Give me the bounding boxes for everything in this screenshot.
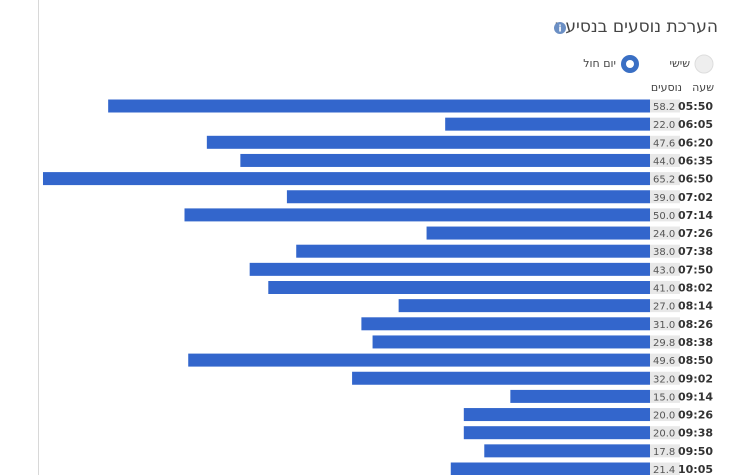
bar <box>286 190 650 204</box>
value-label-bg <box>650 226 680 240</box>
value-label-bg <box>650 208 680 222</box>
value-label: 43.0 <box>653 265 675 276</box>
value-label: 27.0 <box>653 302 675 313</box>
value-label-bg <box>650 335 680 349</box>
value-label-bg <box>650 371 680 385</box>
time-label: 05:50 <box>678 100 713 113</box>
info-icon-glyph: i <box>558 25 561 35</box>
value-label-bg <box>650 317 680 331</box>
value-label: 22.0 <box>653 120 675 131</box>
bar <box>188 353 650 367</box>
column-header: נוסעים <box>651 81 682 94</box>
value-label: 39.0 <box>653 193 675 204</box>
value-label-bg <box>650 462 680 475</box>
bar <box>463 408 650 422</box>
value-label-bg <box>650 99 680 113</box>
bar <box>426 226 650 240</box>
bar <box>240 153 651 167</box>
bar <box>296 244 650 258</box>
value-label: 31.0 <box>653 320 675 331</box>
value-label-bg <box>650 281 680 294</box>
title: הערכת נוסעים בנסיעה <box>554 17 718 37</box>
value-label-bg <box>650 262 680 276</box>
time-label: 06:35 <box>678 154 713 167</box>
radio-label[interactable]: שישי <box>669 57 690 70</box>
radio-label[interactable]: יום חול <box>583 57 616 70</box>
value-label-bg <box>650 153 680 167</box>
time-label: 07:38 <box>678 245 713 258</box>
time-label: 06:05 <box>678 118 713 131</box>
value-label: 41.0 <box>653 284 675 295</box>
bar <box>445 117 650 131</box>
value-label-bg <box>650 408 680 422</box>
time-label: 07:26 <box>678 227 713 240</box>
radio-dot <box>626 60 634 68</box>
value-label-bg <box>650 244 680 258</box>
radio[interactable] <box>694 54 714 74</box>
bar <box>108 99 650 113</box>
time-label: 09:26 <box>678 409 713 422</box>
value-label-bg <box>650 117 680 131</box>
bar <box>484 444 650 458</box>
time-label: 09:50 <box>678 445 713 458</box>
value-label: 38.0 <box>653 247 675 258</box>
time-label: 09:38 <box>678 427 713 440</box>
value-label: 32.0 <box>653 374 675 385</box>
time-label: 09:14 <box>678 390 713 403</box>
value-label-bg <box>650 190 680 204</box>
value-label-bg <box>650 426 680 440</box>
time-label: 08:50 <box>678 354 713 367</box>
value-label: 49.6 <box>653 356 675 367</box>
value-label: 44.0 <box>653 156 675 167</box>
time-label: 08:02 <box>678 282 713 295</box>
time-label: 08:38 <box>678 336 713 349</box>
value-label: 58.2 <box>653 102 675 113</box>
value-label-bg <box>650 299 680 313</box>
time-label: 08:26 <box>678 318 713 331</box>
bar <box>372 335 650 349</box>
value-label: 65.2 <box>653 175 675 186</box>
value-label: 20.0 <box>653 429 675 440</box>
bar <box>249 262 651 276</box>
bar <box>206 135 650 149</box>
value-label: 17.8 <box>653 447 675 458</box>
time-label: 06:50 <box>678 173 713 186</box>
time-label: 07:50 <box>678 263 713 276</box>
bar <box>352 371 650 385</box>
time-label: 07:02 <box>678 191 713 204</box>
value-label: 50.0 <box>653 211 675 222</box>
value-label-bg <box>650 353 680 367</box>
bar <box>361 317 650 331</box>
value-label: 47.6 <box>653 138 675 149</box>
info-icon[interactable] <box>554 22 566 34</box>
column-header: שעה <box>692 81 714 94</box>
time-label: 10:05 <box>678 463 713 475</box>
bar <box>450 462 650 475</box>
value-label-bg <box>650 444 680 458</box>
time-label: 07:14 <box>678 209 713 222</box>
value-label: 24.0 <box>653 229 675 240</box>
time-label: 08:14 <box>678 300 713 313</box>
bar <box>42 172 651 186</box>
value-label: 21.4 <box>653 465 675 475</box>
bar <box>184 208 650 222</box>
value-label: 15.0 <box>653 392 675 403</box>
time-label: 06:20 <box>678 136 713 149</box>
value-label-bg <box>650 389 680 403</box>
value-label: 29.8 <box>653 338 675 349</box>
bar <box>463 426 650 440</box>
time-label: 09:02 <box>678 372 713 385</box>
value-label: 20.0 <box>653 411 675 422</box>
value-label-bg <box>650 172 680 186</box>
bar <box>268 281 650 294</box>
value-label-bg <box>650 135 680 149</box>
bar <box>398 299 650 313</box>
bar <box>510 389 650 403</box>
